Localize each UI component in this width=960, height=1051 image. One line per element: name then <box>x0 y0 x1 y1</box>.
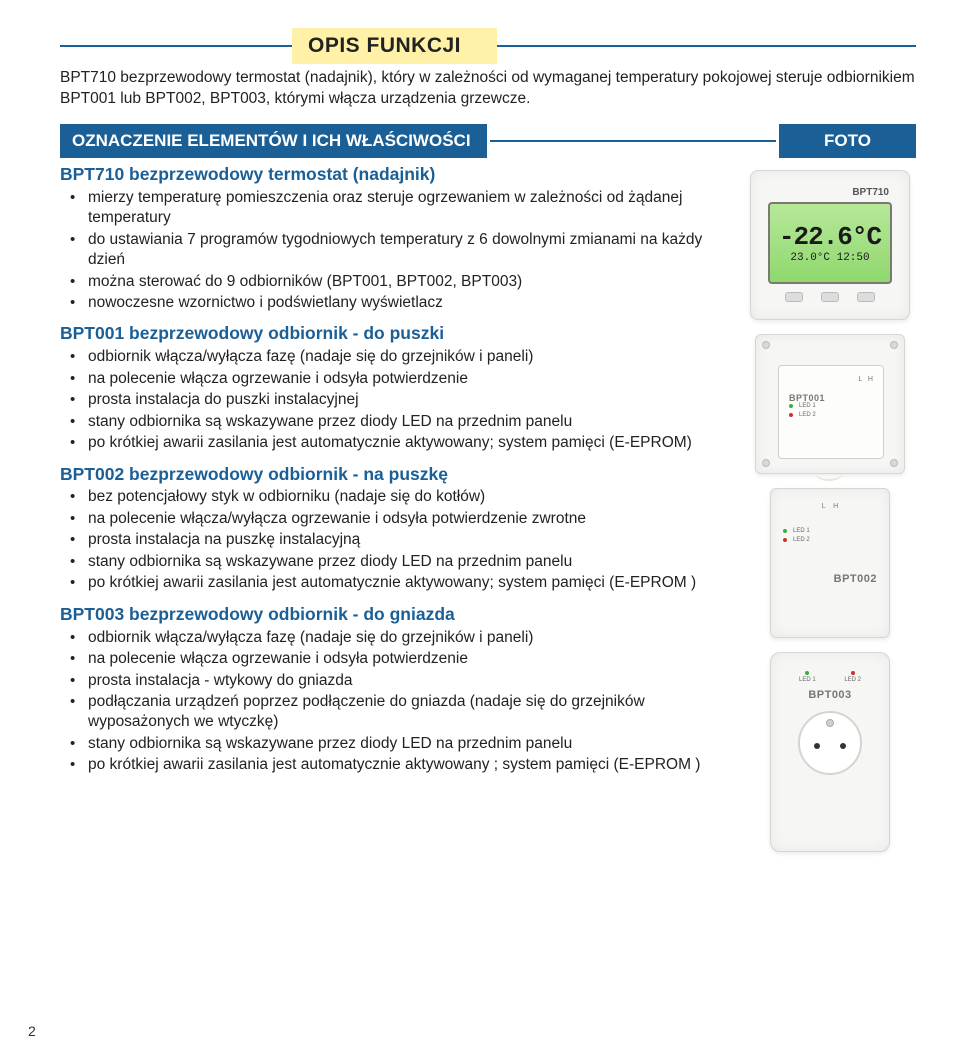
socket-hole-icon <box>840 743 846 749</box>
device-label: BPT002 <box>783 573 877 585</box>
rule-left <box>60 45 292 47</box>
list-item: na polecenie włącza ogrzewanie i odsyła … <box>60 649 736 669</box>
subhead-row: OZNACZENIE ELEMENTÓW I ICH WŁAŚCIWOŚCI F… <box>60 124 916 158</box>
text-column: BPT710 bezprzewodowy termostat (nadajnik… <box>60 164 736 852</box>
bullet-list: odbiornik włącza/wyłącza fazę (nadaje si… <box>60 347 736 453</box>
device-label: BPT003 <box>783 689 877 701</box>
list-item: nowoczesne wzornictwo i podświetlany wyś… <box>60 293 736 313</box>
button-row <box>761 292 899 302</box>
subhead-divider <box>490 140 776 142</box>
led-group: LED 2 <box>844 671 861 683</box>
device-button <box>821 292 839 302</box>
intro-text: BPT710 bezprzewodowy termostat (nadajnik… <box>60 68 916 110</box>
device-inner: L H BPT001 LED 1 LED 2 <box>778 365 884 459</box>
device-label: BPT710 <box>761 187 899 198</box>
list-item: po krótkiej awarii zasilania jest automa… <box>60 755 736 775</box>
led-label: LED 2 <box>793 537 810 543</box>
led-label: LED 1 <box>799 677 816 683</box>
led-dots-row: LED 1 LED 2 <box>783 665 877 683</box>
wire-icon <box>815 465 843 481</box>
led-row: LED 1 <box>783 528 877 534</box>
led-row: LED 2 <box>783 537 877 543</box>
led-icon <box>783 538 787 542</box>
section-bpt001: BPT001 bezprzewodowy odbiornik - do pusz… <box>60 323 736 453</box>
page-number: 2 <box>28 1023 36 1039</box>
list-item: stany odbiornika są wskazywane przez dio… <box>60 552 736 572</box>
bullet-list: mierzy temperaturę pomieszczenia oraz st… <box>60 188 736 314</box>
device-bpt001: L H BPT001 LED 1 LED 2 <box>755 334 905 474</box>
screw-icon <box>762 341 770 349</box>
screw-icon <box>762 459 770 467</box>
device-bpt710: BPT710 -22.6°C 23.0°C 12:50 <box>750 170 910 320</box>
device-bpt003: LED 1 LED 2 BPT003 <box>770 652 890 852</box>
section-bpt710: BPT710 bezprzewodowy termostat (nadajnik… <box>60 164 736 314</box>
page: OPIS FUNKCJI BPT710 bezprzewodowy termos… <box>0 0 960 1051</box>
led-label: LED 2 <box>844 677 861 683</box>
section-bpt002: BPT002 bezprzewodowy odbiornik - na pusz… <box>60 464 736 594</box>
device-button <box>785 292 803 302</box>
led-label: LED 1 <box>793 528 810 534</box>
section-head: BPT002 bezprzewodowy odbiornik - na pusz… <box>60 464 736 486</box>
ground-pin-icon <box>826 719 834 727</box>
device-button <box>857 292 875 302</box>
screw-icon <box>890 341 898 349</box>
led-row: LED 2 <box>789 412 873 418</box>
lcd-screen: -22.6°C 23.0°C 12:50 <box>768 202 892 284</box>
led-label: LED 2 <box>799 412 816 418</box>
list-item: na polecenie włącza/wyłącza ogrzewanie i… <box>60 509 736 529</box>
list-item: prosta instalacja na puszkę instalacyjną <box>60 530 736 550</box>
led-label: LED 1 <box>799 403 816 409</box>
list-item: podłączania urządzeń poprzez podłączenie… <box>60 692 736 733</box>
led-icon <box>851 671 855 675</box>
socket-hole-icon <box>814 743 820 749</box>
list-item: można sterować do 9 odbiorników (BPT001,… <box>60 272 736 292</box>
list-item: odbiornik włącza/wyłącza fazę (nadaje si… <box>60 628 736 648</box>
title-row: OPIS FUNKCJI <box>60 28 916 64</box>
content-row: BPT710 bezprzewodowy termostat (nadajnik… <box>60 164 916 852</box>
list-item: bez potencjałowy styk w odbiorniku (nada… <box>60 487 736 507</box>
list-item: stany odbiornika są wskazywane przez dio… <box>60 734 736 754</box>
list-item: odbiornik włącza/wyłącza fazę (nadaje si… <box>60 347 736 367</box>
list-item: na polecenie włącza ogrzewanie i odsyła … <box>60 369 736 389</box>
list-item: mierzy temperaturę pomieszczenia oraz st… <box>60 188 736 229</box>
bullet-list: odbiornik włącza/wyłącza fazę (nadaje si… <box>60 628 736 776</box>
subhead-left: OZNACZENIE ELEMENTÓW I ICH WŁAŚCIWOŚCI <box>60 124 490 158</box>
led-icon <box>789 404 793 408</box>
lcd-main-reading: -22.6°C <box>779 222 881 252</box>
section-bpt003: BPT003 bezprzewodowy odbiornik - do gnia… <box>60 604 736 776</box>
bullet-list: bez potencjałowy styk w odbiorniku (nada… <box>60 487 736 593</box>
section-head: BPT001 bezprzewodowy odbiornik - do pusz… <box>60 323 736 345</box>
screw-icon <box>890 459 898 467</box>
led-group: LED 1 <box>799 671 816 683</box>
device-bpt002: L H LED 1 LED 2 BPT002 <box>770 488 890 638</box>
list-item: prosta instalacja - wtykowy do gniazda <box>60 671 736 691</box>
page-title: OPIS FUNKCJI <box>292 28 497 64</box>
list-item: do ustawiania 7 programów tygodniowych t… <box>60 230 736 271</box>
led-icon <box>789 413 793 417</box>
list-item: stany odbiornika są wskazywane przez dio… <box>60 412 736 432</box>
led-row: LED 1 <box>789 403 873 409</box>
subhead-right: FOTO <box>776 124 916 158</box>
list-item: po krótkiej awarii zasilania jest automa… <box>60 433 736 453</box>
device-label: BPT001 <box>789 393 873 403</box>
led-icon <box>805 671 809 675</box>
socket-icon <box>798 711 862 775</box>
list-item: prosta instalacja do puszki instalacyjne… <box>60 390 736 410</box>
section-head: BPT003 bezprzewodowy odbiornik - do gnia… <box>60 604 736 626</box>
led-icon <box>783 529 787 533</box>
section-head: BPT710 bezprzewodowy termostat (nadajnik… <box>60 164 736 186</box>
foto-column: BPT710 -22.6°C 23.0°C 12:50 L <box>744 164 916 852</box>
lcd-sub-reading: 23.0°C 12:50 <box>790 252 869 264</box>
list-item: po krótkiej awarii zasilania jest automa… <box>60 573 736 593</box>
rule-right <box>497 45 916 47</box>
